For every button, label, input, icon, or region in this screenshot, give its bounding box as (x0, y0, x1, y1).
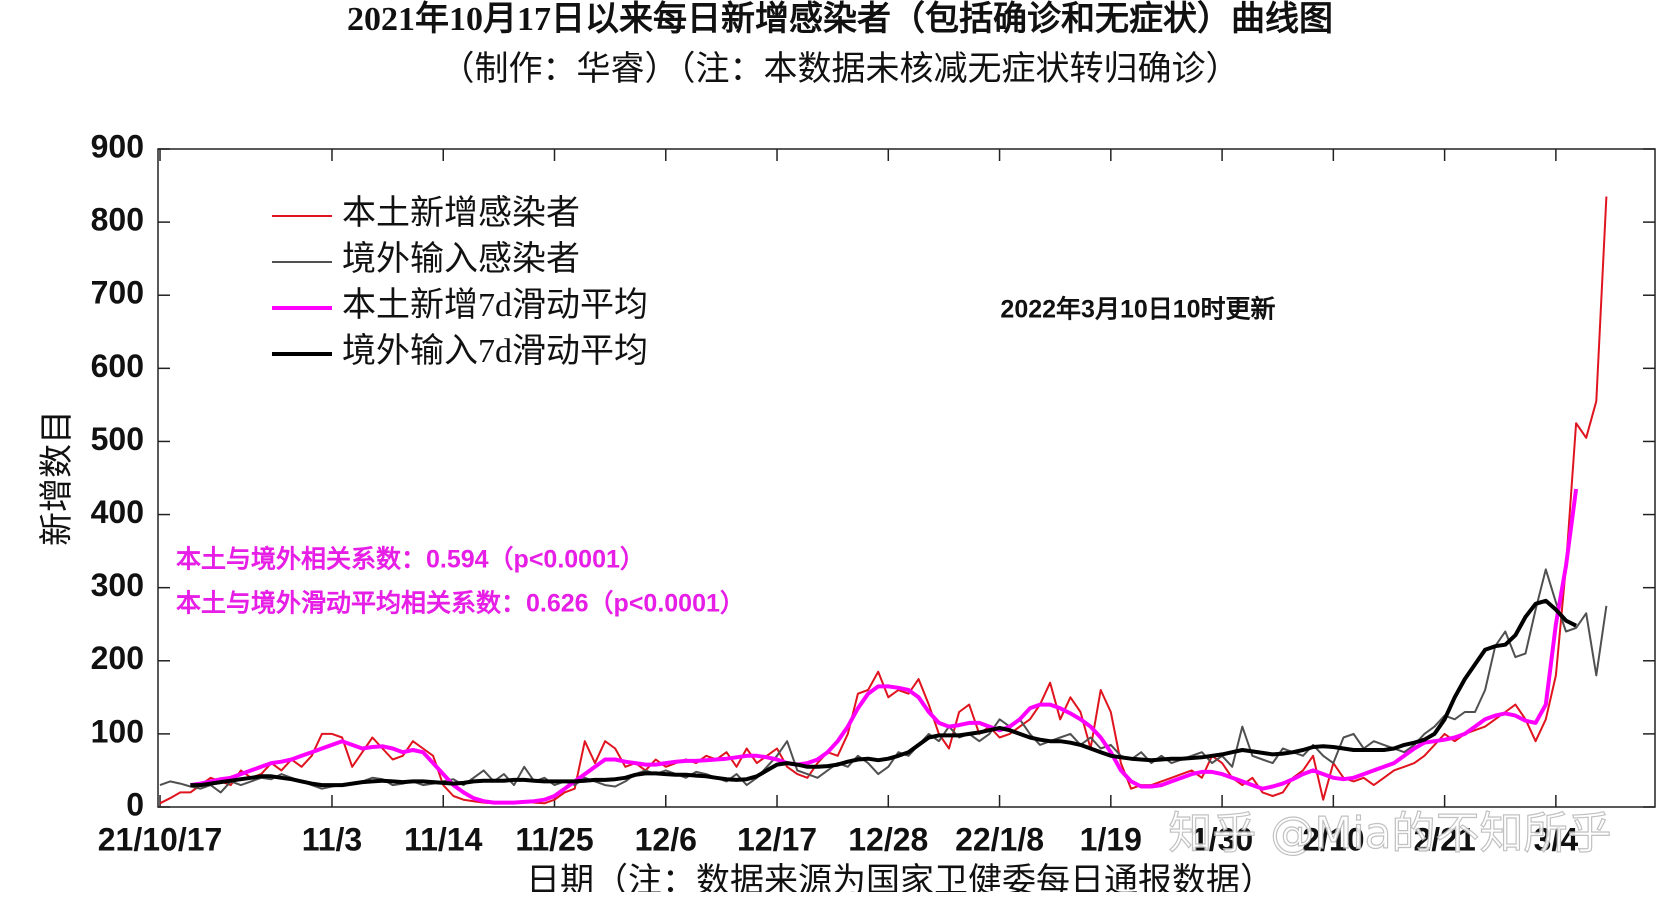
watermark: 知乎 @Mia的不知所乎 (1168, 808, 1611, 859)
legend-label: 本土新增7d滑动平均 (342, 286, 648, 324)
x-tick-label: 11/14 (404, 821, 483, 857)
y-tick-label: 400 (91, 494, 144, 530)
x-tick-label: 2/21 (1413, 821, 1475, 857)
legend-label: 本土新增感染者 (342, 194, 580, 232)
x-axis-label: 日期（注：数据来源为国家卫健委每日通报数据） (526, 862, 1274, 892)
x-tick-label: 3/4 (1534, 821, 1579, 857)
legend-label: 境外输入7d滑动平均 (342, 332, 648, 370)
plot-frame (157, 148, 1656, 808)
legend-label: 境外输入感染者 (342, 240, 580, 278)
y-tick-label: 200 (91, 640, 144, 676)
x-tick-label: 22/1/8 (955, 821, 1044, 857)
series-line (190, 598, 1578, 788)
x-tick-label: 21/10/17 (98, 821, 223, 857)
y-tick-label: 300 (91, 567, 144, 603)
x-tick-label: 11/3 (302, 821, 363, 857)
correlation-note: 本土与境外相关系数：0.594（p<0.0001） (176, 545, 645, 574)
x-tick-label: 12/6 (635, 821, 697, 857)
y-tick-label: 0 (126, 786, 144, 822)
y-tick-label: 600 (91, 348, 144, 384)
x-tick-label: 11/25 (515, 821, 593, 857)
x-tick-label: 12/28 (848, 821, 928, 857)
y-tick-label: 100 (91, 713, 144, 749)
y-tick-label: 500 (91, 421, 144, 457)
x-tick-label: 1/19 (1080, 821, 1142, 857)
y-tick-label: 700 (91, 275, 144, 311)
y-tick-label: 900 (91, 128, 144, 164)
correlation-note: 本土与境外滑动平均相关系数：0.626（p<0.0001） (176, 589, 745, 618)
x-tick-label: 12/17 (737, 821, 817, 857)
chart-title: 2021年10月17日以来每日新增感染者（包括确诊和无症状）曲线图 (347, 0, 1333, 38)
x-tick-label: 1/30 (1191, 821, 1253, 857)
series-line (190, 488, 1579, 805)
y-tick-label: 800 (91, 202, 144, 238)
y-axis-label: 新增数目 (38, 410, 76, 546)
x-tick-label: 2/10 (1302, 821, 1364, 857)
update-note: 2022年3月10日10时更新 (1000, 295, 1275, 324)
chart-subtitle: （制作：华睿）（注：本数据未核减无症状转归确诊） (441, 50, 1240, 88)
